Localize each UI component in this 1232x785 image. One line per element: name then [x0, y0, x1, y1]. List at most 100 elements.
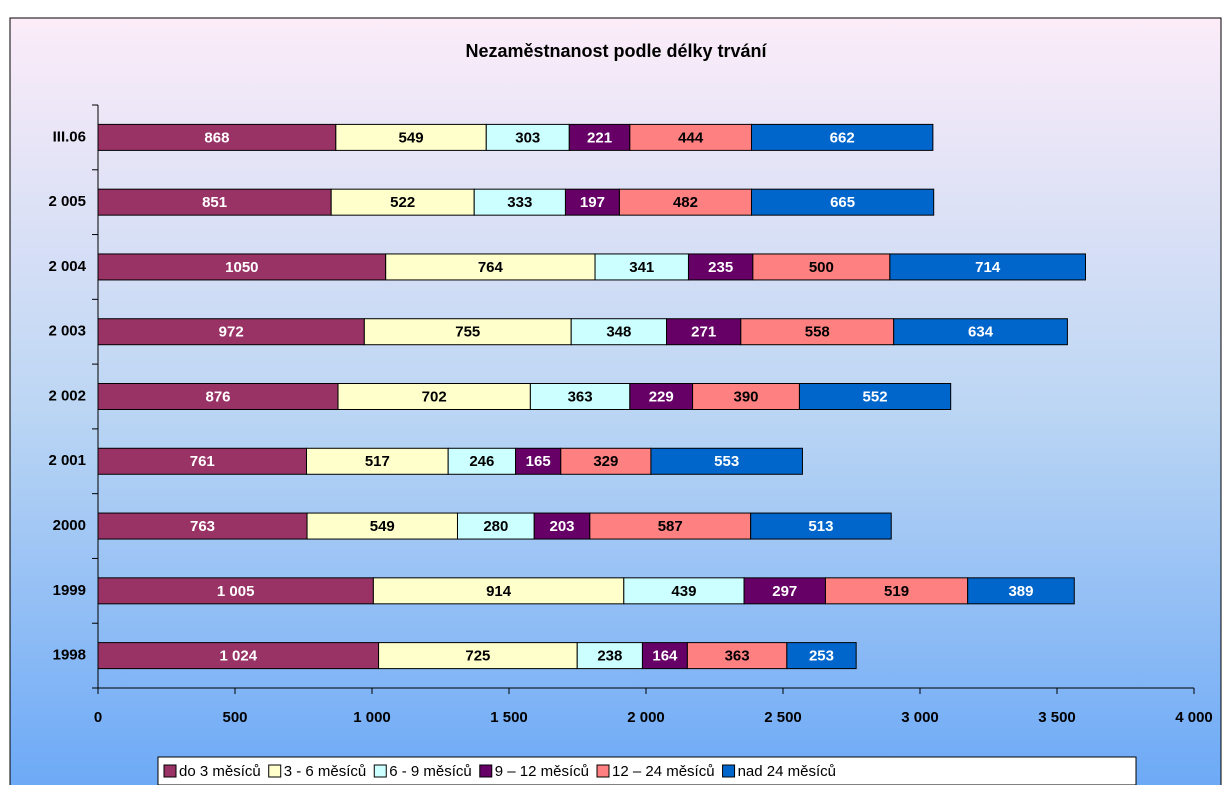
- data-label: 1 024: [220, 648, 258, 665]
- y-tick-label: 2 001: [48, 452, 86, 469]
- data-label: 558: [805, 324, 830, 341]
- data-label: 390: [733, 388, 758, 405]
- data-label: 500: [809, 259, 834, 276]
- bar-segment: [372, 577, 625, 605]
- data-label: 725: [465, 648, 490, 665]
- bar-segment: [97, 383, 339, 410]
- bar-segment: [650, 447, 803, 475]
- bar-segment: [623, 577, 745, 605]
- bar-segment: [740, 318, 895, 346]
- data-label: 221: [587, 129, 612, 146]
- bar-segment: [529, 383, 631, 410]
- data-label: 513: [808, 518, 833, 535]
- data-label: 634: [968, 324, 994, 341]
- data-label: 764: [478, 259, 504, 276]
- x-tick-label: 3 000: [901, 709, 939, 726]
- legend-label: 3 - 6 měsíců: [284, 763, 367, 780]
- bar-segment: [686, 642, 788, 670]
- y-tick-label: 2000: [53, 517, 86, 534]
- bar-segment: [589, 512, 752, 540]
- bar-segment: [629, 123, 752, 151]
- data-label: 552: [863, 388, 888, 405]
- y-tick-label: 2 002: [48, 387, 86, 404]
- data-label: 761: [190, 453, 215, 470]
- bar-segment: [786, 642, 857, 670]
- bar-segment: [641, 642, 688, 670]
- bar-segment: [533, 512, 591, 540]
- data-label: 763: [190, 518, 215, 535]
- bar-segment: [306, 512, 458, 540]
- bar-segment: [750, 188, 935, 216]
- bar-segment: [798, 383, 952, 410]
- data-label: 303: [515, 129, 540, 146]
- bar-segment: [752, 253, 891, 281]
- bar-segment: [97, 318, 365, 346]
- bar-segment: [97, 188, 332, 216]
- data-label: 389: [1008, 583, 1033, 600]
- data-label: 587: [658, 518, 683, 535]
- data-label: 165: [526, 453, 551, 470]
- data-label: 271: [691, 324, 716, 341]
- bar-segment: [967, 577, 1075, 605]
- legend-swatch: [479, 764, 493, 778]
- y-tick-label: 1999: [53, 582, 86, 599]
- legend-label: 12 – 24 měsíců: [612, 763, 715, 780]
- data-label: 519: [884, 583, 909, 600]
- data-label: 253: [809, 648, 834, 665]
- x-tick-label: 1 500: [490, 709, 528, 726]
- bar-segment: [363, 318, 572, 346]
- x-tick-label: 0: [94, 709, 102, 726]
- data-label: 197: [580, 194, 605, 211]
- data-label: 333: [507, 194, 532, 211]
- bar-segment: [618, 188, 752, 216]
- bar-segment: [889, 253, 1086, 281]
- x-tick-label: 500: [222, 709, 247, 726]
- data-label: 297: [772, 583, 797, 600]
- data-label: 755: [455, 324, 480, 341]
- x-tick-label: 1 000: [353, 709, 391, 726]
- x-tick-label: 2 500: [764, 709, 802, 726]
- bar-segment: [97, 253, 387, 281]
- data-label: 914: [486, 583, 512, 600]
- chart-title: Nezaměstnanost podle délky trvání: [465, 41, 767, 61]
- data-label: 662: [830, 129, 855, 146]
- bar-segment: [456, 512, 535, 540]
- bar-segment: [893, 318, 1068, 346]
- legend-swatch: [163, 764, 177, 778]
- legend-label: do 3 měsíců: [179, 763, 261, 780]
- data-label: 714: [975, 259, 1001, 276]
- data-label: 164: [652, 648, 678, 665]
- y-tick-label: 1998: [53, 647, 86, 664]
- bar-segment: [97, 512, 308, 540]
- data-label: 972: [219, 324, 244, 341]
- x-tick-label: 4 000: [1175, 709, 1213, 726]
- legend-label: 6 - 9 měsíců: [389, 763, 472, 780]
- data-label: 341: [629, 259, 654, 276]
- bar-segment: [750, 512, 892, 540]
- x-tick-label: 3 500: [1038, 709, 1076, 726]
- data-label: 1 005: [217, 583, 255, 600]
- data-label: 1050: [225, 259, 258, 276]
- data-label: 363: [725, 648, 750, 665]
- data-label: 246: [469, 453, 494, 470]
- bar-segment: [692, 383, 800, 410]
- data-label: 444: [678, 129, 704, 146]
- data-label: 553: [714, 453, 739, 470]
- bar-segment: [97, 642, 380, 670]
- legend-swatch: [596, 764, 610, 778]
- y-tick-label: III.06: [53, 128, 86, 145]
- bar-segment: [594, 253, 689, 281]
- data-label: 868: [204, 129, 229, 146]
- data-label: 482: [673, 194, 698, 211]
- bar-segment: [743, 577, 826, 605]
- legend-label: 9 – 12 měsíců: [495, 763, 589, 780]
- bar-segment: [560, 447, 652, 475]
- bar-segment: [97, 447, 308, 475]
- bar-segment: [687, 253, 754, 281]
- bar-segment: [485, 123, 570, 151]
- data-label: 665: [830, 194, 855, 211]
- data-label: 517: [365, 453, 390, 470]
- data-label: 549: [399, 129, 424, 146]
- bar-segment: [335, 123, 487, 151]
- data-label: 363: [568, 388, 593, 405]
